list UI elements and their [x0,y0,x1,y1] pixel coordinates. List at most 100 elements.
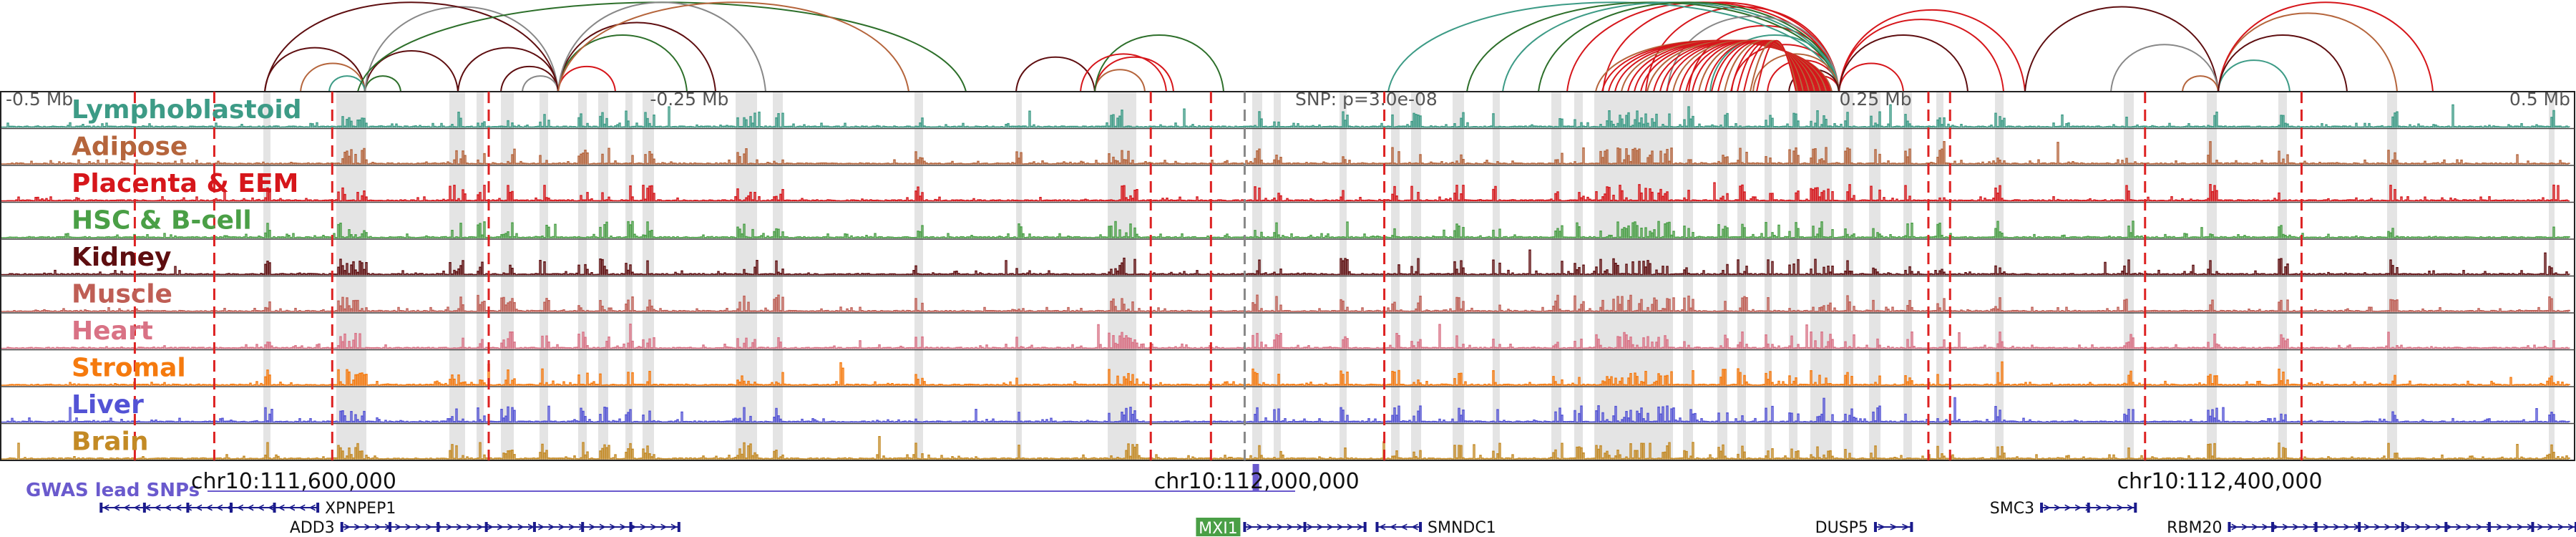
interaction-arc [557,21,716,92]
gwas-label: GWAS lead SNPs [26,480,200,501]
signal-adipose [0,140,2570,165]
interaction-arc [1094,56,1174,92]
gene-exon [629,522,633,532]
track-label: Kidney [72,243,172,272]
interaction-arc [1094,69,1146,92]
interaction-arc [364,50,459,92]
interaction-arc [264,1,559,92]
interaction-arc [328,75,366,92]
signal-liver [0,397,2570,423]
distance-tick-label: -0.5 Mb [6,89,73,110]
signal-brain [0,435,2570,460]
interaction-arc [364,6,559,92]
gene-exon [1873,522,1877,532]
distance-tick-label: 0.25 Mb [1840,89,1912,110]
signal-hsc-b-cell [0,221,2570,238]
gene-exon [1303,522,1307,532]
interaction-arc [500,66,559,92]
gene-exon [1419,522,1423,532]
gene-exon [2487,522,2491,532]
interaction-arc [2218,12,2398,92]
signal-stromal [0,361,2570,386]
interaction-arcs [264,1,2434,92]
genomic-tick-label: chr10:112,400,000 [2117,469,2323,494]
gene-strand-arrows: ‹‹‹‹ [1377,518,1420,535]
gene-exon [273,503,276,513]
gene-label: DUSP5 [1815,519,1868,537]
interaction-arc [1094,34,1224,92]
gene-strand-arrows: ‹‹‹‹‹‹‹‹‹‹‹‹‹‹‹‹‹‹‹‹‹ [101,498,318,516]
interaction-arc [264,47,366,92]
gene-exon [436,522,440,532]
interaction-arc [1752,53,1840,92]
track-label: Heart [72,316,153,346]
interaction-arc [1538,1,1840,92]
gene-label: SMNDC1 [1428,519,1496,537]
gene-exon [340,522,343,532]
track-label: Liver [72,390,144,420]
gene-exon [2531,522,2534,532]
interaction-arc [1756,40,1797,92]
genomic-tick-label: chr10:111,600,000 [191,469,396,494]
gene-exon [2314,522,2318,532]
gene-exon [1910,522,1913,532]
signal-lymphoblastoid [0,104,2570,128]
track-label: Placenta & EEM [72,169,298,198]
track-labels: Lymphoblastoid Adipose Placenta & EEM HSC &… [72,95,302,457]
gene-exon [2040,503,2044,513]
gene-strand-arrows: ››››››››››››››››››››››››››››››››› [342,518,679,535]
genomic-coordinate-axis: chr10:111,600,000 chr10:112,000,000 chr10:… [191,469,2323,494]
gene-exon [677,522,680,532]
gene-exon [2358,522,2361,532]
gene-exon [2401,522,2404,532]
gene-exon [2444,522,2448,532]
distance-axis: SNP: p=3.0e-08 -0.5 Mb -0.25 Mb 0.25 Mb 0.5… [6,89,2570,110]
signal-muscle [0,294,2570,312]
interaction-arc [457,47,559,92]
gene-label: MXI1 [1199,520,1238,537]
interaction-arc [2218,1,2434,92]
interaction-arc [364,75,401,92]
interaction-arc [300,62,366,92]
interaction-arc [1838,19,2004,92]
gene-exon [581,522,585,532]
gene-exon [99,503,103,513]
interaction-arc [2218,59,2290,92]
interaction-arc [1387,1,1840,92]
signal-kidney [0,249,2570,276]
interaction-arc [2024,6,2219,92]
gene-exon [142,503,146,513]
gene-label: SMC3 [1990,500,2034,518]
interaction-arc [1015,56,1096,92]
gene-exon [1363,522,1367,532]
interaction-arc [522,75,559,92]
gene-label: ADD3 [290,519,335,537]
snp-label: SNP: p=3.0e-08 [1295,89,1438,110]
gene-exon [484,522,488,532]
distance-tick-label: -0.25 Mb [650,89,728,110]
gene-exon [229,503,233,513]
track-label: Adipose [72,132,187,162]
gene-exon [532,522,536,532]
gene-label: RBM20 [2167,519,2222,537]
interaction-arc [557,1,909,92]
signal-tracks [0,104,2570,460]
gene-exon [389,522,392,532]
track-label: Muscle [72,280,172,309]
track-label: Brain [72,427,148,457]
gene-exon [186,503,190,513]
gene-track: ‹‹‹‹‹‹‹‹‹‹‹‹‹‹‹‹‹‹‹‹‹ XPNPEP1››››››››››››… [99,498,2576,537]
gene-exon [1243,522,1246,532]
gene-label: XPNPEP1 [325,500,396,518]
gene-exon [316,503,320,513]
interaction-arc [2218,34,2348,92]
gene-exon [2087,503,2090,513]
gwas-snp-bar [1252,464,1259,491]
gene-strand-arrows: ››› [1875,518,1911,535]
gene-exon [2271,522,2275,532]
interaction-arc [1838,34,1968,92]
genomic-tick-label: chr10:112,000,000 [1154,469,1360,494]
track-label: Lymphoblastoid [72,95,302,125]
gene-exon [2134,503,2137,513]
